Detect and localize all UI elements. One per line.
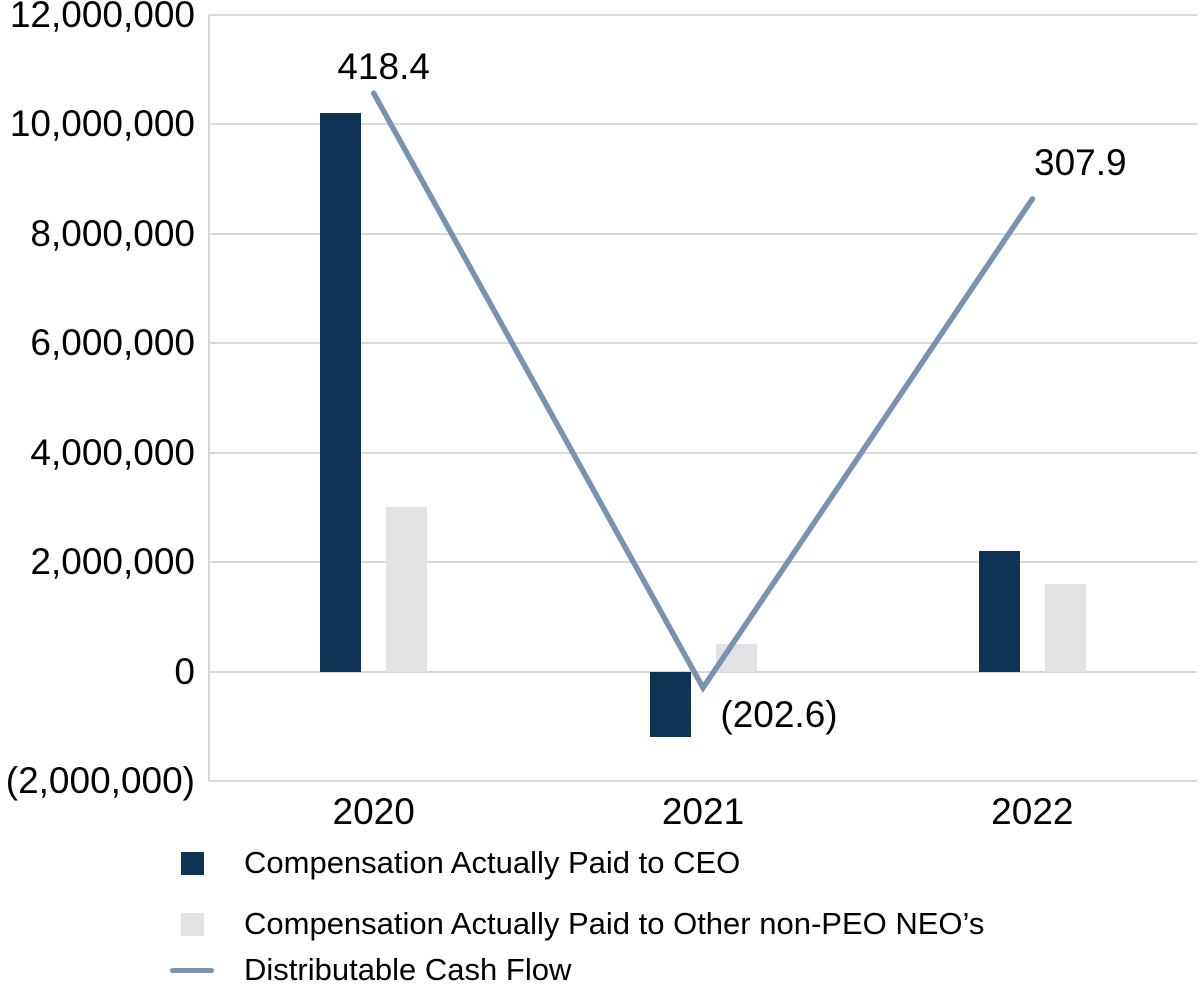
legend-label-dcf: Distributable Cash Flow <box>244 952 572 985</box>
legend-marker-cell <box>170 967 214 973</box>
bar-neo-2022 <box>1044 584 1086 672</box>
y-axis-tick-label: 8,000,000 <box>30 212 195 254</box>
legend-label-neo: Compensation Actually Paid to Other non-… <box>244 906 985 941</box>
dcf-line <box>370 90 1036 694</box>
bar-ceo-2021 <box>649 671 691 738</box>
bar-ceo-2020 <box>320 113 362 672</box>
legend-marker-cell <box>170 912 214 936</box>
neo-series-swatch-icon <box>180 912 204 936</box>
y-axis-tick-label: 10,000,000 <box>9 103 195 145</box>
line-data-label-2022: 307.9 <box>1034 141 1127 183</box>
legend-marker-cell <box>170 851 214 875</box>
bar-neo-2020 <box>386 507 428 672</box>
x-axis-label-2020: 2020 <box>332 791 415 832</box>
ceo-series-swatch-icon <box>180 851 204 875</box>
y-axis-tick-label: 0 <box>174 650 195 692</box>
line-data-label-2020: 418.4 <box>337 46 430 88</box>
x-axis-label-2022: 2022 <box>991 791 1074 832</box>
y-axis-tick-label: 4,000,000 <box>30 431 195 473</box>
y-axis-tick-label: 2,000,000 <box>30 541 195 583</box>
line-data-label-2021: (202.6) <box>720 693 838 735</box>
legend-item-ceo: Compensation Actually Paid to CEO <box>168 843 984 883</box>
chart-legend: Compensation Actually Paid to CEO Compen… <box>168 843 984 985</box>
x-axis-label-2021: 2021 <box>661 791 745 832</box>
y-axis-tick-label: 6,000,000 <box>30 322 195 364</box>
legend-item-neo: Compensation Actually Paid to Other non-… <box>168 904 984 944</box>
y-axis-tick-label: 12,000,000 <box>9 0 195 35</box>
y-axis-tick-label: (2,000,000) <box>5 760 195 801</box>
gridline <box>209 14 1197 16</box>
y-axis-line <box>208 15 210 781</box>
bar-ceo-2022 <box>978 551 1020 672</box>
legend-label-ceo: Compensation Actually Paid to CEO <box>244 845 741 880</box>
bar-neo-2021 <box>715 644 757 672</box>
dcf-line-swatch-icon <box>170 967 214 973</box>
legend-item-dcf: Distributable Cash Flow <box>168 950 984 985</box>
gridline <box>209 780 1197 782</box>
